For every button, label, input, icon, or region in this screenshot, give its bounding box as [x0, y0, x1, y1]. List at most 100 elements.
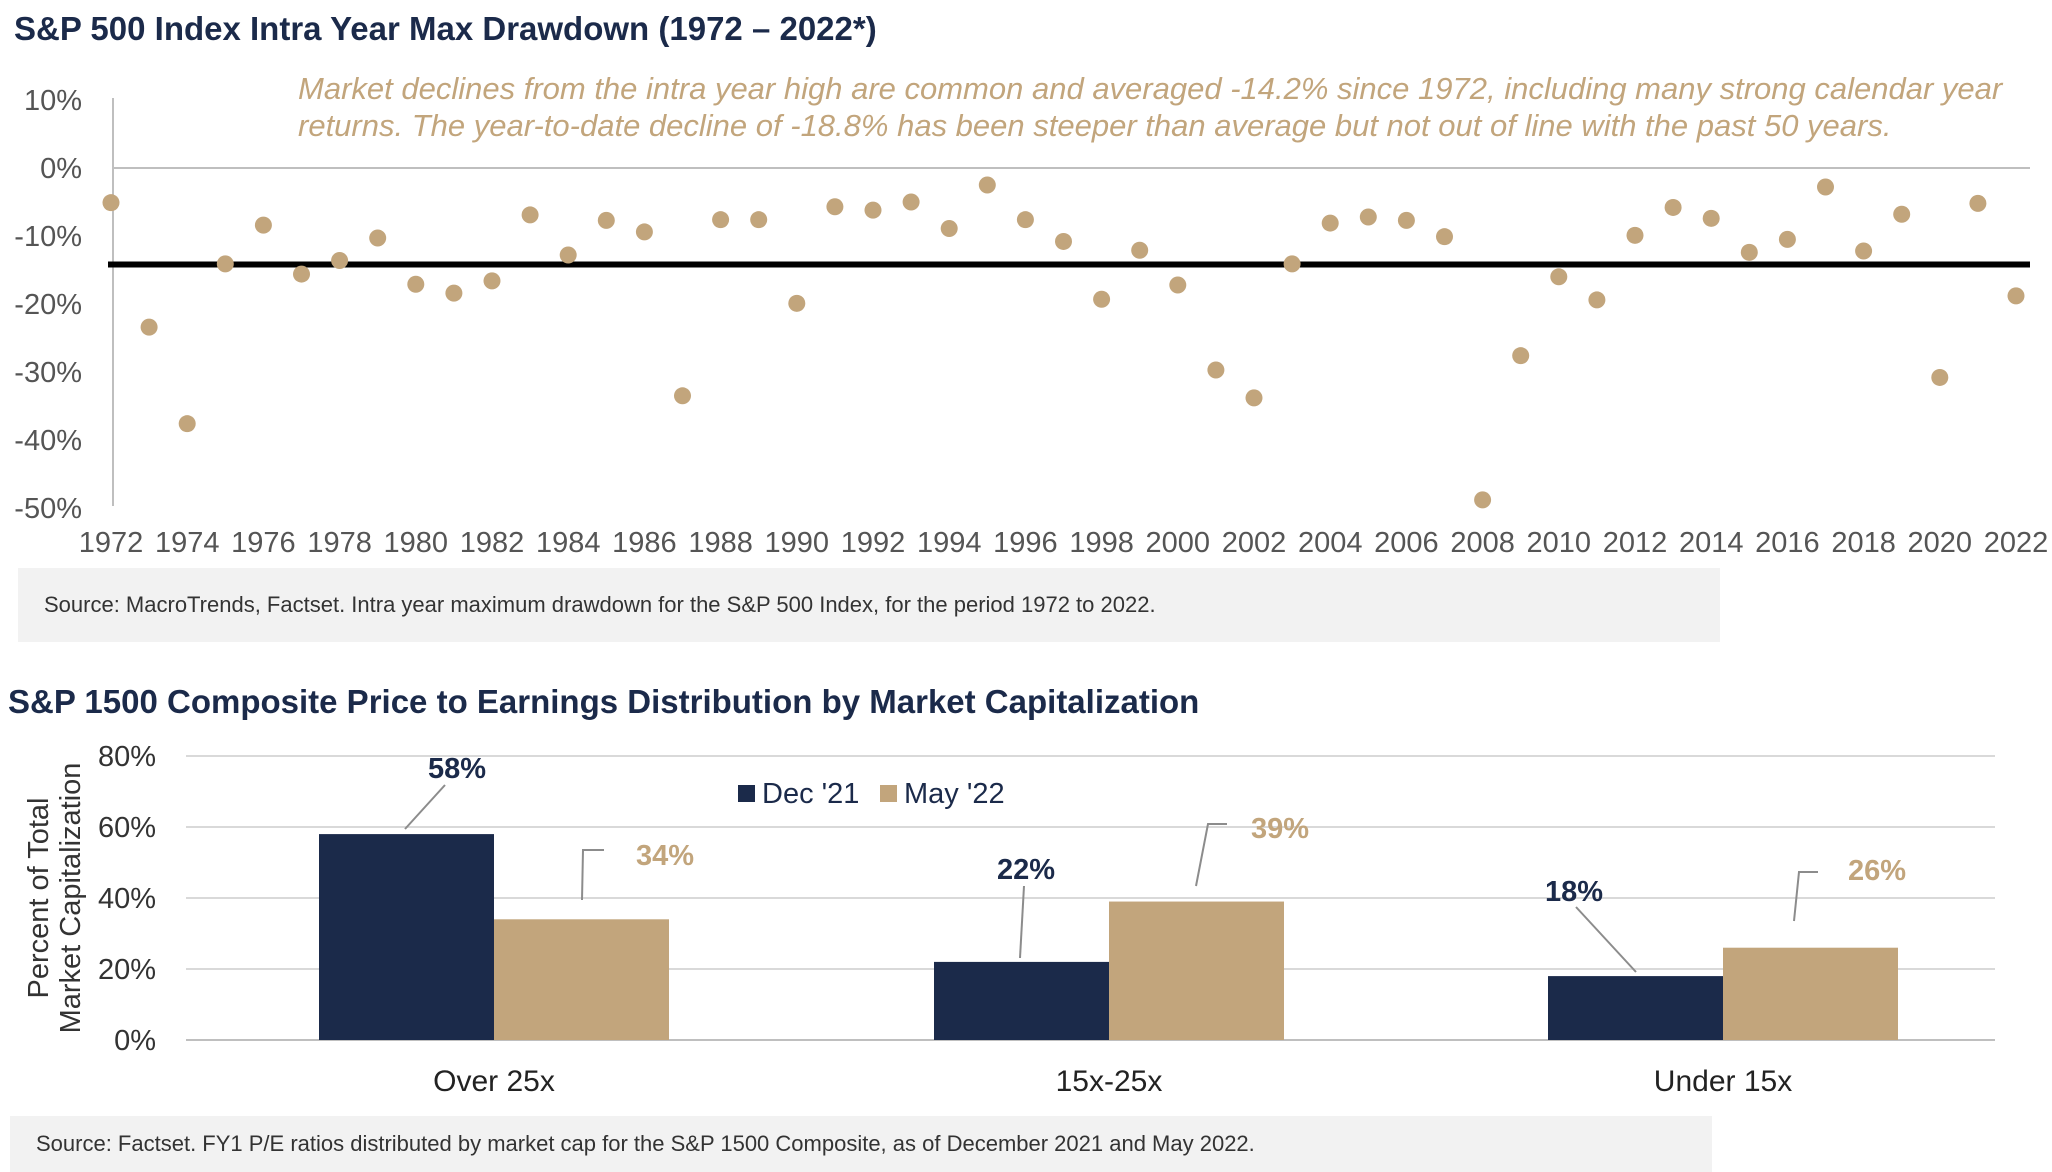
data-point: [1702, 209, 1720, 227]
x-tick-label: 1976: [231, 527, 296, 559]
bar: [1548, 976, 1723, 1040]
data-point: [1740, 243, 1758, 261]
x-tick-label: 1992: [841, 527, 906, 559]
x-category-label: 15x-25x: [1056, 1065, 1163, 1098]
data-label: 26%: [1848, 855, 1906, 887]
x-tick-label: 2010: [1527, 527, 1592, 559]
data-point: [788, 294, 806, 312]
bar: [319, 834, 494, 1040]
x-tick-label: 2020: [1908, 527, 1973, 559]
data-point: [940, 220, 958, 238]
data-point: [1436, 228, 1453, 246]
data-point: [1550, 268, 1568, 286]
data-label: 34%: [636, 840, 694, 872]
data-label: 18%: [1545, 876, 1603, 908]
x-tick-label: 1980: [384, 527, 449, 559]
data-point: [1931, 368, 1949, 386]
x-tick-label: 1998: [1069, 527, 1134, 559]
data-label: 39%: [1251, 813, 1309, 845]
y-tick-label: -20%: [14, 289, 82, 321]
scatter-annotation: Market declines from the intra year high…: [298, 71, 2003, 143]
data-point: [1664, 198, 1682, 216]
data-point: [978, 176, 996, 194]
data-point: [1474, 491, 1492, 509]
data-point: [216, 255, 234, 273]
x-tick-label: 2012: [1603, 527, 1668, 559]
data-point: [1893, 205, 1911, 223]
legend-swatch: [738, 785, 755, 802]
x-tick-label: 1982: [460, 527, 525, 559]
data-point: [1093, 290, 1111, 308]
x-tick-label: 2018: [1831, 527, 1896, 559]
data-point: [1207, 361, 1225, 379]
data-point: [254, 216, 272, 234]
y-tick-label: -10%: [14, 221, 82, 253]
bar-chart-title: S&P 1500 Composite Price to Earnings Dis…: [8, 683, 1200, 720]
x-tick-label: 1984: [536, 527, 601, 559]
x-category-label: Under 15x: [1654, 1065, 1792, 1098]
bar: [1109, 901, 1284, 1040]
x-tick-label: 1978: [307, 527, 372, 559]
data-point: [559, 246, 577, 264]
x-tick-label: 1974: [155, 527, 220, 559]
data-point: [674, 387, 691, 405]
x-tick-label: 2006: [1374, 527, 1439, 559]
y-tick-label: 0%: [114, 1025, 156, 1057]
data-point: [1512, 347, 1530, 365]
y-axis-title: Percent of TotalMarket Capitalization: [23, 763, 87, 1034]
bar: [934, 961, 1109, 1040]
data-point: [1321, 214, 1339, 232]
x-tick-label: 2014: [1679, 527, 1744, 559]
data-point: [750, 211, 768, 229]
data-point: [331, 251, 349, 269]
data-point: [1969, 194, 1987, 212]
data-label-leader: [404, 784, 446, 830]
data-point: [1283, 255, 1301, 273]
y-tick-label: 0%: [40, 153, 82, 185]
data-point: [407, 275, 425, 293]
bar: [1723, 947, 1898, 1040]
data-point: [1169, 276, 1187, 294]
data-label-leader: [1195, 823, 1227, 887]
bar: [494, 919, 669, 1040]
y-tick-label: -40%: [14, 425, 82, 457]
data-label: 22%: [997, 854, 1055, 886]
x-tick-label: 1986: [612, 527, 677, 559]
x-category-label: Over 25x: [433, 1065, 555, 1098]
x-tick-label: 1988: [688, 527, 753, 559]
y-tick-label: -30%: [14, 357, 82, 389]
y-tick-label: 60%: [98, 812, 156, 844]
x-tick-label: 2008: [1450, 527, 1515, 559]
data-point: [140, 318, 158, 336]
data-point: [1016, 211, 1034, 229]
y-tick-label: 20%: [98, 954, 156, 986]
y-tick-label: 40%: [98, 883, 156, 915]
data-point: [1359, 208, 1377, 226]
data-point: [178, 415, 196, 433]
data-point: [369, 229, 387, 247]
x-tick-label: 2022: [1984, 527, 2049, 559]
data-point: [635, 223, 653, 241]
data-point: [521, 206, 539, 224]
data-point: [597, 211, 615, 229]
data-point: [1588, 291, 1606, 309]
data-point: [1626, 226, 1644, 244]
data-point: [1131, 241, 1149, 259]
x-tick-label: 1994: [917, 527, 982, 559]
data-point: [102, 194, 120, 212]
x-tick-label: 2000: [1146, 527, 1211, 559]
data-point: [445, 284, 463, 302]
bar-chart: 80% 60% 40% 20% 0% Percent of TotalMarket Cap…: [23, 741, 1995, 1098]
data-label-leader: [1019, 885, 1025, 959]
scatter-chart-title: S&P 500 Index Intra Year Max Drawdown (1…: [14, 10, 877, 47]
data-point: [2007, 287, 2025, 305]
data-point: [1817, 178, 1834, 196]
legend-label: May '22: [904, 778, 1005, 810]
data-label-leader: [1793, 871, 1818, 922]
data-point: [1397, 211, 1415, 229]
y-tick-label: 10%: [24, 85, 82, 117]
data-point: [1778, 230, 1796, 248]
x-tick-label: 1990: [765, 527, 830, 559]
x-tick-label: 2004: [1298, 527, 1363, 559]
data-point: [1245, 389, 1263, 407]
